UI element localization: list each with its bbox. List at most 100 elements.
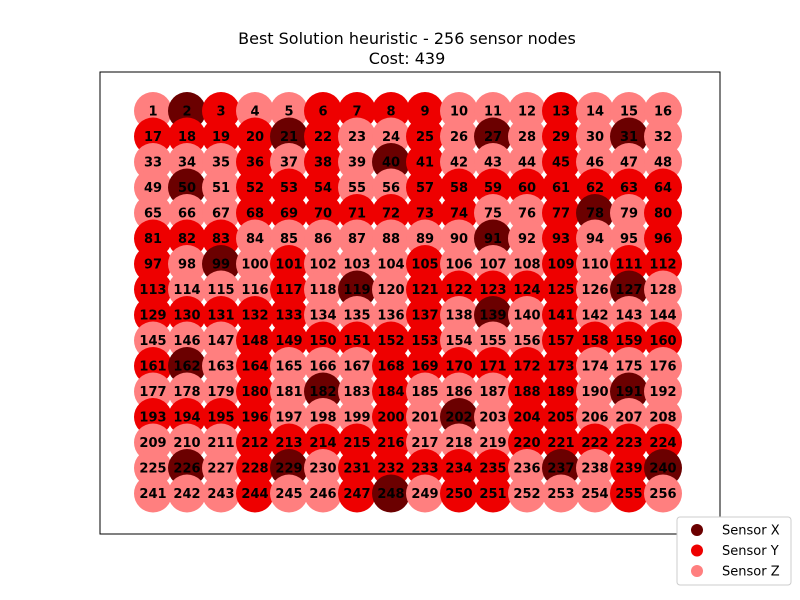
node-label: 85 (280, 232, 298, 247)
node-label: 98 (178, 258, 196, 273)
node-label: 92 (518, 232, 536, 247)
node-label: 83 (212, 232, 230, 247)
node-label: 67 (212, 207, 230, 222)
node-label: 36 (246, 156, 264, 171)
node-label: 179 (207, 385, 234, 400)
node-label: 216 (377, 436, 404, 451)
node-label: 19 (212, 130, 230, 145)
node-label: 130 (173, 309, 200, 324)
node-label: 164 (241, 360, 268, 375)
node-label: 87 (348, 232, 366, 247)
node-label: 47 (620, 156, 638, 171)
node-label: 186 (445, 385, 472, 400)
node-label: 68 (246, 207, 264, 222)
node-label: 120 (377, 283, 404, 298)
node-label: 193 (139, 411, 166, 426)
node-label: 131 (207, 309, 234, 324)
node-label: 137 (411, 309, 438, 324)
node-label: 196 (241, 411, 268, 426)
node-label: 135 (343, 309, 370, 324)
node-label: 15 (620, 105, 638, 120)
node-label: 217 (411, 436, 438, 451)
node-label: 224 (649, 436, 676, 451)
node-label: 253 (547, 487, 574, 502)
node-label: 113 (139, 283, 166, 298)
node-label: 1 (148, 105, 157, 120)
node-label: 235 (479, 462, 506, 477)
node-label: 51 (212, 181, 230, 196)
node-label: 132 (241, 309, 268, 324)
node-label: 178 (173, 385, 200, 400)
node-label: 182 (309, 385, 336, 400)
node-label: 245 (275, 487, 302, 502)
node-label: 162 (173, 360, 200, 375)
node-label: 21 (280, 130, 298, 145)
node-label: 194 (173, 411, 200, 426)
node-label: 134 (309, 309, 336, 324)
node-label: 231 (343, 462, 370, 477)
node-label: 27 (484, 130, 502, 145)
node-label: 152 (377, 334, 404, 349)
node-label: 214 (309, 436, 336, 451)
node-label: 151 (343, 334, 370, 349)
node-label: 42 (450, 156, 468, 171)
node-sensor-z (644, 474, 682, 513)
node-label: 197 (275, 411, 302, 426)
node-label: 111 (615, 258, 642, 273)
legend-label-sensor-x: Sensor X (722, 524, 780, 539)
node-label: 56 (382, 181, 400, 196)
node-label: 46 (586, 156, 604, 171)
node-label: 57 (416, 181, 434, 196)
node-label: 3 (216, 105, 225, 120)
node-label: 112 (649, 258, 676, 273)
node-label: 6 (318, 105, 327, 120)
node-label: 169 (411, 360, 438, 375)
node-label: 40 (382, 156, 400, 171)
node-label: 213 (275, 436, 302, 451)
node-label: 154 (445, 334, 472, 349)
node-label: 243 (207, 487, 234, 502)
node-label: 177 (139, 385, 166, 400)
node-label: 77 (552, 207, 570, 222)
node-label: 7 (352, 105, 361, 120)
legend-box (676, 516, 792, 586)
node-label: 223 (615, 436, 642, 451)
node-label: 84 (246, 232, 264, 247)
node-label: 65 (144, 207, 162, 222)
node-label: 129 (139, 309, 166, 324)
node-label: 106 (445, 258, 472, 273)
node-label: 58 (450, 181, 468, 196)
node-label: 160 (649, 334, 676, 349)
node-label: 138 (445, 309, 472, 324)
node-label: 221 (547, 436, 574, 451)
node-label: 16 (654, 105, 672, 120)
node-label: 219 (479, 436, 506, 451)
node-label: 82 (178, 232, 196, 247)
node-label: 171 (479, 360, 506, 375)
node-label: 189 (547, 385, 574, 400)
node-label: 28 (518, 130, 536, 145)
node-label: 76 (518, 207, 536, 222)
node-sensor-y (236, 474, 274, 513)
node-label: 117 (275, 283, 302, 298)
node-label: 18 (178, 130, 196, 145)
node-label: 180 (241, 385, 268, 400)
node-label: 49 (144, 181, 162, 196)
node-label: 239 (615, 462, 642, 477)
node-label: 96 (654, 232, 672, 247)
node-label: 175 (615, 360, 642, 375)
node-sensor-z (406, 474, 444, 513)
node-label: 144 (649, 309, 676, 324)
node-label: 114 (173, 283, 200, 298)
node-label: 89 (416, 232, 434, 247)
node-label: 11 (484, 105, 502, 120)
node-label: 238 (581, 462, 608, 477)
node-label: 55 (348, 181, 366, 196)
node-label: 161 (139, 360, 166, 375)
node-label: 12 (518, 105, 536, 120)
node-label: 102 (309, 258, 336, 273)
node-label: 150 (309, 334, 336, 349)
node-label: 184 (377, 385, 404, 400)
